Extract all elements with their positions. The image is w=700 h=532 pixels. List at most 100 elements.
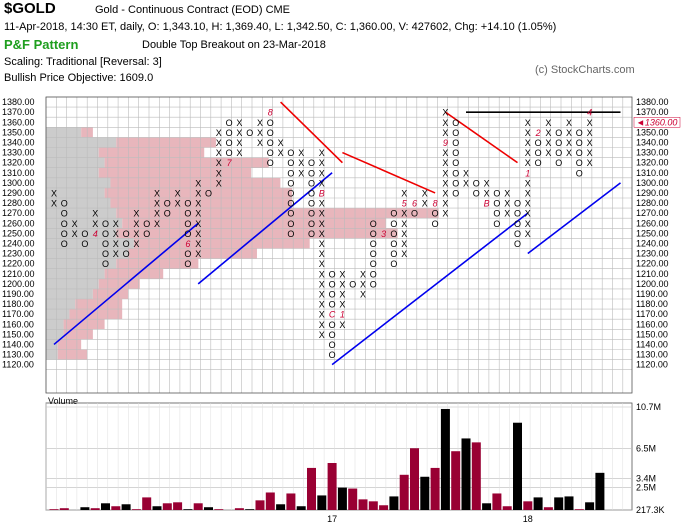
vbp-bar-down	[92, 288, 129, 299]
o-box: O	[164, 209, 171, 219]
volume-bar	[461, 438, 471, 510]
y-tick-right: 1220.00	[636, 259, 669, 269]
x-box: X	[319, 199, 325, 209]
current-price-tag	[633, 117, 681, 128]
resistance-line	[444, 111, 518, 164]
x-box: X	[339, 269, 345, 279]
x-box: X	[339, 320, 345, 330]
scaling-info: Scaling: Traditional [Reversal: 3]	[4, 56, 162, 68]
vbp-bar-up	[46, 309, 70, 320]
volume-bar	[286, 493, 296, 510]
o-box: O	[576, 148, 583, 158]
o-box: O	[514, 219, 521, 229]
x-box: X	[92, 209, 98, 219]
vbp-bar-down	[116, 228, 398, 239]
volume-bar	[183, 509, 193, 510]
x-box: X	[587, 128, 593, 138]
y-tick-left: 1320.00	[2, 158, 35, 168]
x-box: X	[113, 229, 119, 239]
volume-bar	[337, 487, 347, 510]
y-tick-left: 1180.00	[2, 299, 34, 309]
o-box: O	[287, 199, 294, 209]
o-box: O	[102, 219, 109, 229]
y-tick-left: 1260.00	[2, 218, 35, 228]
vbp-bar-up	[46, 198, 111, 209]
x-box: X	[442, 168, 448, 178]
o-box: O	[287, 209, 294, 219]
x-box: X	[236, 138, 242, 148]
o-box: O	[555, 158, 562, 168]
o-box: O	[184, 209, 191, 219]
y-tick-left: 1150.00	[2, 329, 34, 339]
x-box: X	[525, 158, 531, 168]
o-box: O	[493, 188, 500, 198]
x-box: X	[525, 138, 531, 148]
o-box: O	[411, 209, 418, 219]
o-box: O	[226, 148, 233, 158]
o-box: O	[514, 209, 521, 219]
month-marker: 3	[381, 229, 386, 239]
y-tick-right: 1200.00	[636, 279, 669, 289]
x-box: X	[545, 118, 551, 128]
x-box: X	[484, 188, 490, 198]
volume-bar	[513, 422, 522, 510]
vbp-bar-up	[46, 278, 99, 289]
x-box: X	[236, 148, 242, 158]
x-box: X	[319, 209, 325, 219]
month-marker: 4	[587, 108, 592, 118]
o-box: O	[143, 219, 150, 229]
y-tick-right: 1120.00	[636, 360, 668, 370]
o-box: O	[287, 229, 294, 239]
volume-bar	[90, 508, 100, 510]
volume-bar	[523, 501, 533, 510]
vbp-bar-up	[46, 218, 123, 229]
y-tick-right: 1230.00	[636, 249, 669, 259]
o-box: O	[226, 138, 233, 148]
month-marker: 6	[412, 199, 417, 209]
month-marker: 9	[443, 138, 448, 148]
x-box: X	[236, 118, 242, 128]
o-box: O	[164, 199, 171, 209]
month-marker: 6	[185, 239, 190, 249]
y-tick-right: 1130.00	[636, 350, 668, 360]
o-box: O	[287, 188, 294, 198]
o-box: O	[308, 188, 315, 198]
x-box: X	[133, 239, 139, 249]
volume-bar	[368, 501, 378, 510]
vbp-bar-down	[63, 329, 93, 340]
x-box: X	[319, 289, 325, 299]
y-tick-right: 1150.00	[636, 329, 668, 339]
o-box: O	[123, 229, 130, 239]
vbp-bar-up	[46, 177, 111, 188]
o-box: O	[61, 239, 68, 249]
o-box: O	[226, 118, 233, 128]
month-marker: B	[319, 188, 325, 198]
volume-bar	[49, 509, 59, 510]
o-box: O	[555, 148, 562, 158]
x-box: X	[113, 239, 119, 249]
x-box: X	[401, 239, 407, 249]
o-box: O	[452, 158, 459, 168]
o-box: O	[555, 128, 562, 138]
o-box: O	[329, 340, 336, 350]
o-box: O	[205, 188, 212, 198]
o-box: O	[246, 128, 253, 138]
pattern-description: Double Top Breakout on 23-Mar-2018	[142, 39, 326, 51]
o-box: O	[184, 249, 191, 259]
volume-bar	[245, 509, 255, 510]
o-box: O	[576, 158, 583, 168]
x-box: X	[257, 118, 263, 128]
vbp-bar-down	[98, 147, 205, 158]
o-box: O	[493, 219, 500, 229]
x-box: X	[442, 128, 448, 138]
vbp-bar-up	[46, 319, 64, 330]
volume-bar	[255, 500, 265, 510]
volume-bar	[410, 448, 419, 510]
y-tick-left: 1190.00	[2, 289, 34, 299]
volume-tick: 6.5M	[636, 443, 656, 453]
x-box: X	[195, 249, 201, 259]
x-box: X	[339, 289, 345, 299]
volume-bar	[59, 508, 69, 510]
pattern-title: P&F Pattern	[4, 37, 79, 52]
